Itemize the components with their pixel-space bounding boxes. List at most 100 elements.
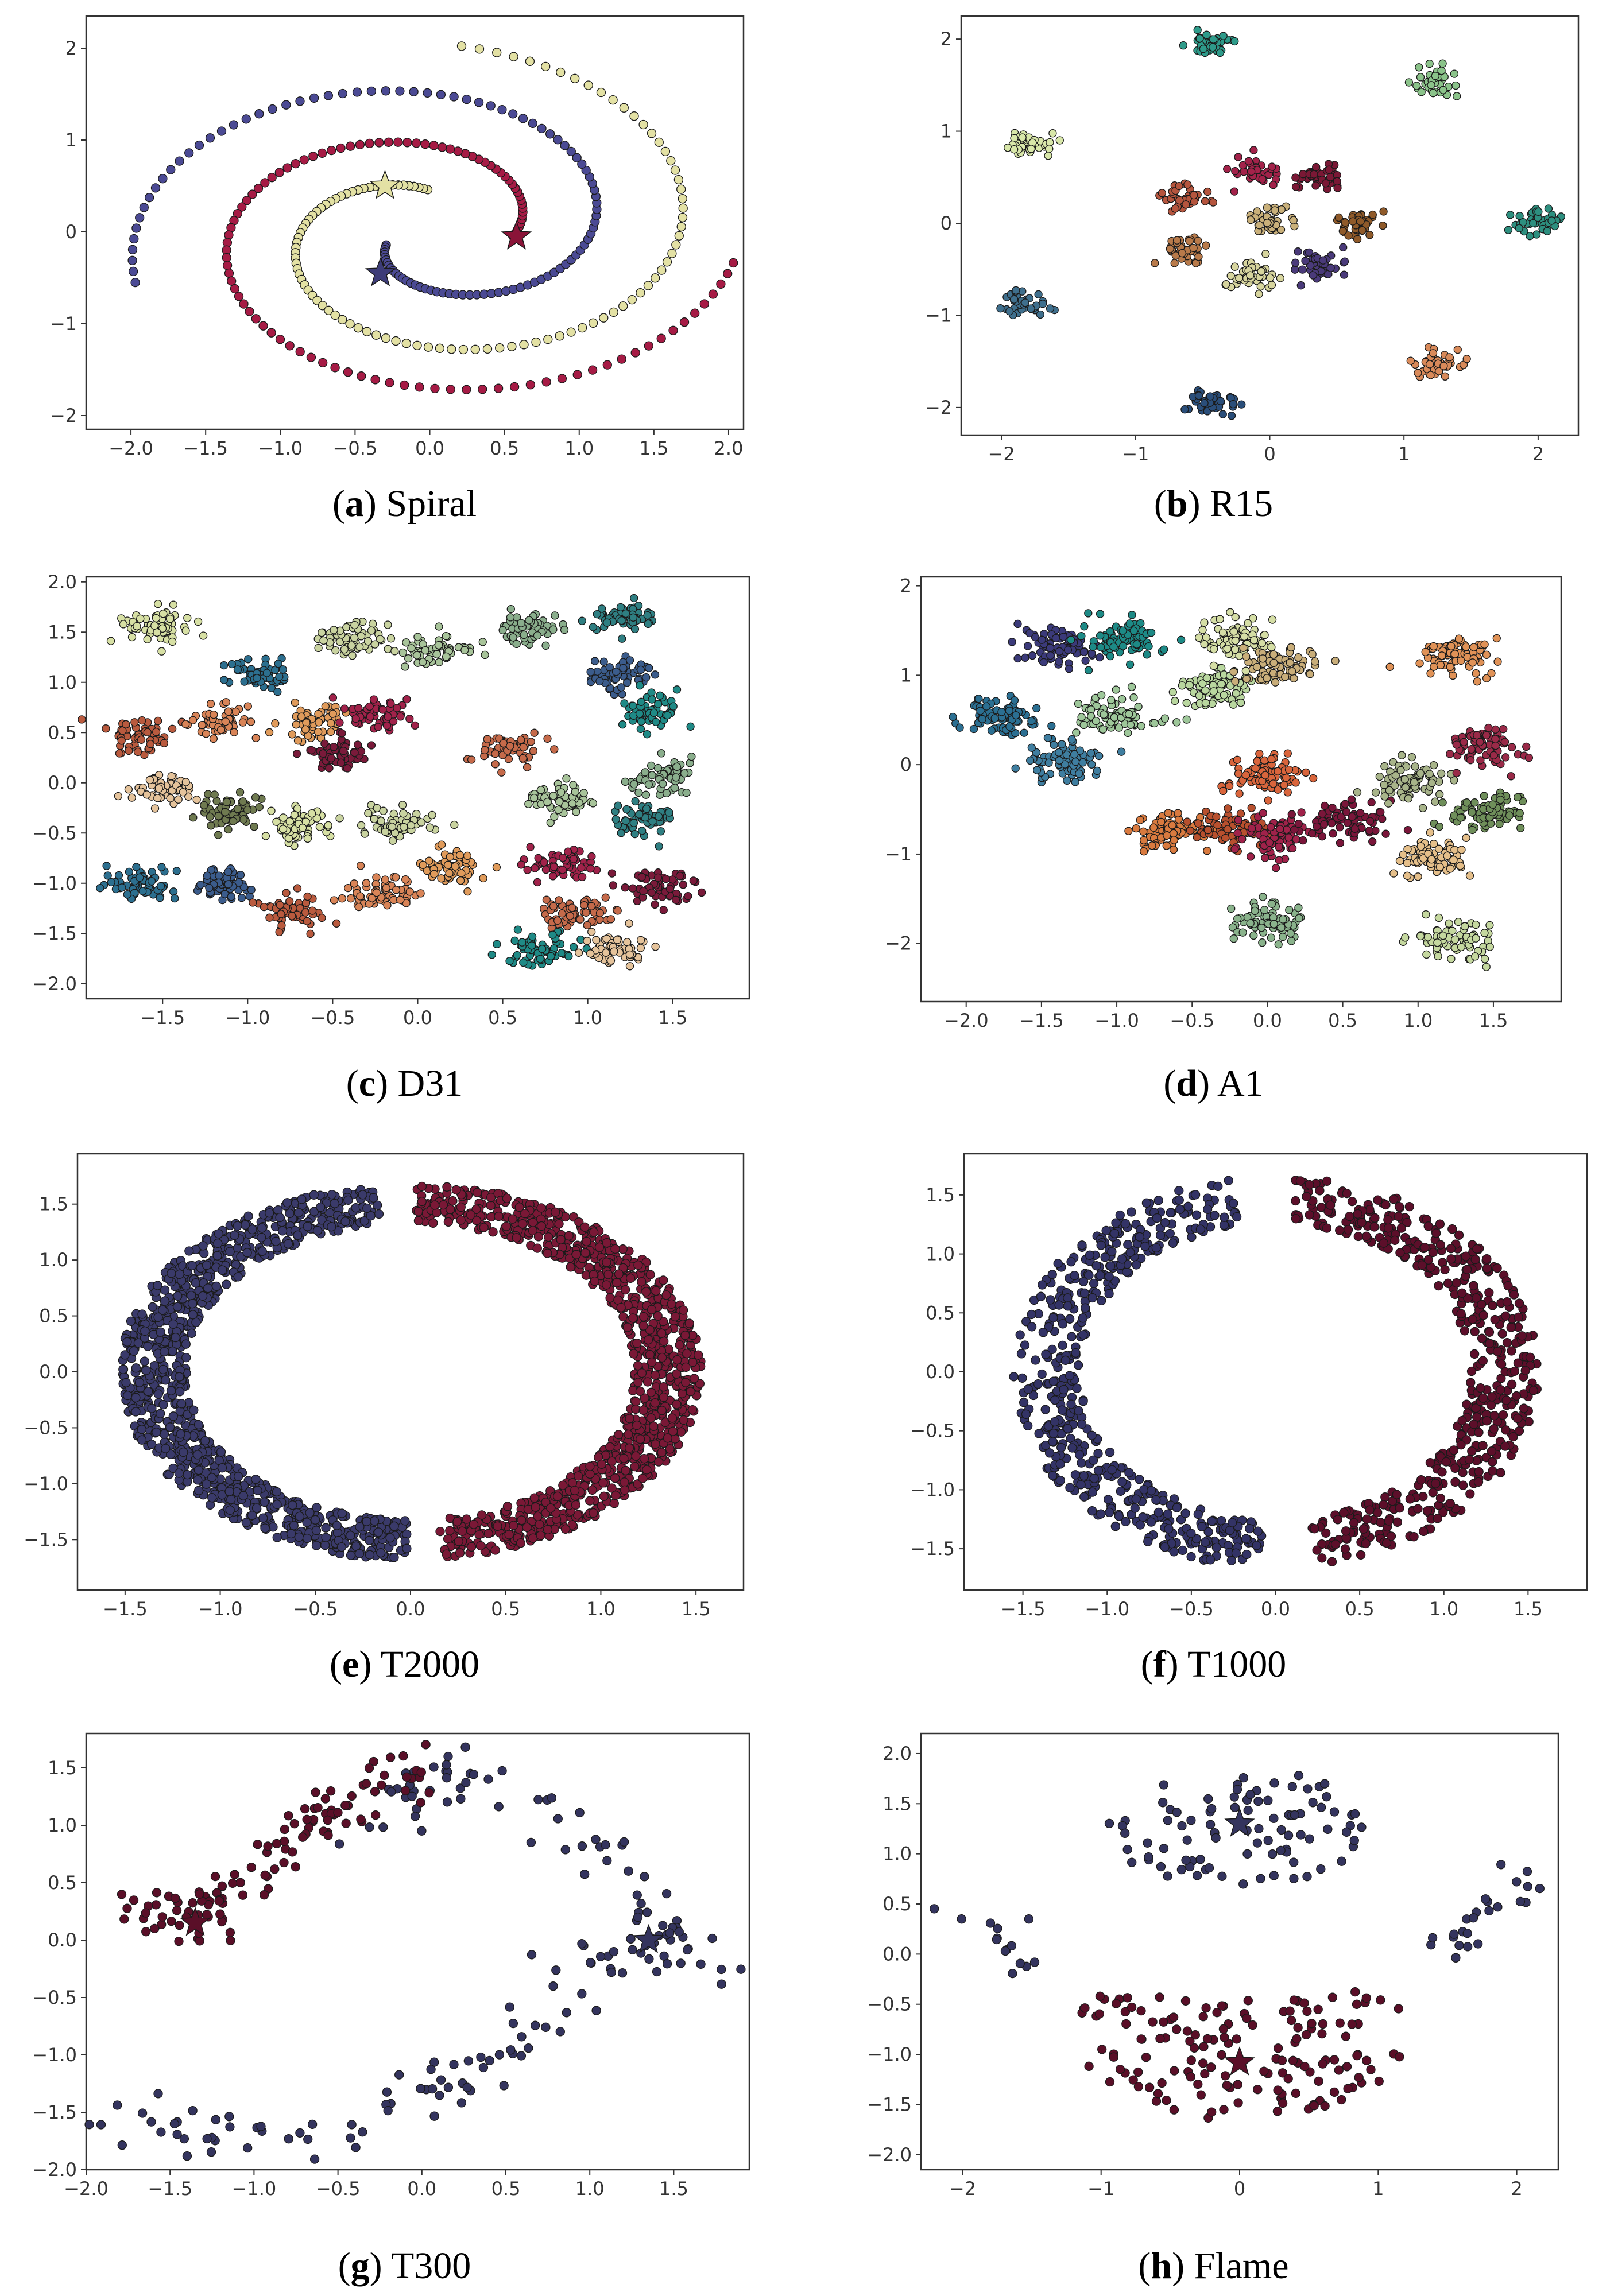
scatter-point [621, 883, 629, 892]
scatter-point [132, 863, 141, 871]
scatter-point [1209, 43, 1217, 52]
scatter-point [224, 825, 233, 834]
scatter-point [593, 610, 601, 619]
scatter-point [569, 943, 578, 952]
scatter-point [542, 895, 551, 904]
scatter-point [1276, 825, 1284, 833]
scatter-point [453, 146, 463, 156]
scatter-point [1449, 855, 1458, 864]
x-tick-label: 1.5 [1478, 1010, 1508, 1031]
scatter-point [509, 633, 517, 642]
scatter-point [1185, 236, 1194, 246]
scatter-point [207, 821, 215, 830]
scatter-point [619, 103, 629, 113]
scatter-point [1096, 631, 1105, 640]
scatter-point [383, 901, 392, 910]
scatter-point [1451, 81, 1460, 90]
scatter-point [423, 342, 433, 352]
scatter-point [1365, 826, 1374, 835]
scatter-point [1358, 226, 1367, 235]
scatter-point [442, 631, 450, 641]
y-tick-label: 0.0 [48, 772, 77, 794]
scatter-point [617, 354, 626, 364]
scatter-point [1223, 645, 1232, 653]
scatter-point [550, 812, 559, 821]
scatter-point [1416, 769, 1425, 778]
scatter-point [1298, 265, 1307, 274]
scatter-point [1267, 755, 1276, 763]
scatter-point [1414, 872, 1422, 881]
scatter-point [1164, 809, 1172, 817]
scatter-point [353, 740, 362, 749]
scatter-point [293, 736, 303, 745]
scatter-point [1247, 824, 1256, 833]
scatter-point [455, 851, 465, 859]
scatter-point [238, 797, 247, 806]
scatter-point [445, 869, 454, 878]
scatter-point [1435, 823, 1443, 831]
scatter-point [589, 799, 598, 808]
scatter-point [159, 1429, 169, 1439]
scatter-point [1194, 253, 1203, 261]
scatter-point [1051, 634, 1060, 643]
scatter-point [307, 746, 316, 755]
scatter-point [1462, 642, 1470, 651]
scatter-point [1242, 674, 1251, 683]
scatter-point [1087, 705, 1096, 714]
scatter-point [617, 829, 625, 837]
scatter-point [1072, 728, 1081, 737]
scatter-point [382, 721, 392, 730]
scatter-point [1021, 298, 1029, 307]
scatter-point [1263, 203, 1272, 212]
scatter-point [548, 872, 558, 881]
scatter-point [206, 700, 215, 708]
scatter-point [1200, 618, 1209, 627]
scatter-point [670, 165, 680, 175]
scatter-point [1202, 633, 1211, 642]
scatter-point [210, 790, 219, 799]
x-tick-label: 1.0 [586, 1598, 616, 1620]
scatter-point [438, 142, 447, 152]
scatter-point [549, 863, 558, 871]
scatter-point [169, 600, 178, 609]
scatter-point [630, 829, 639, 839]
scatter-plot-d31: −1.5 −1.0 −0.5 0.0 0.5 1.0 1.5−2.0−1.5−1.0−0.5… [32, 571, 750, 1029]
scatter-point [580, 901, 589, 910]
scatter-point [1437, 769, 1446, 778]
scatter-point [657, 265, 667, 275]
y-tick-label: 2 [65, 37, 77, 59]
scatter-point [530, 728, 539, 737]
scatter-point [123, 890, 131, 899]
scatter-point [1255, 289, 1263, 298]
scatter-point [1096, 610, 1105, 618]
scatter-point [1515, 212, 1524, 220]
scatter-point [1043, 734, 1052, 742]
scatter-point [346, 141, 355, 151]
scatter-point [1446, 750, 1454, 758]
scatter-point [1166, 245, 1174, 253]
scatter-point [1473, 731, 1481, 740]
scatter-point [1185, 681, 1194, 689]
scatter-point [1005, 307, 1014, 316]
scatter-point [365, 702, 374, 711]
scatter-point [1162, 841, 1171, 850]
scatter-point [1466, 756, 1475, 765]
scatter-point [566, 327, 576, 337]
scatter-point [1097, 691, 1106, 700]
scatter-point [660, 146, 671, 157]
scatter-point [398, 648, 407, 657]
scatter-point [1438, 798, 1447, 807]
scatter-point [393, 704, 401, 712]
scatter-point [421, 646, 429, 655]
y-tick-label: 1.0 [39, 1249, 68, 1271]
scatter-point [238, 718, 247, 727]
scatter-point [1171, 204, 1180, 213]
scatter-point [1059, 633, 1068, 641]
scatter-point [1039, 658, 1048, 667]
scatter-point [299, 824, 307, 832]
scatter-point [1282, 773, 1291, 782]
scatter-point [131, 223, 141, 233]
y-tick-label: 1 [900, 664, 912, 686]
scatter-point [348, 651, 357, 660]
scatter-point [1456, 813, 1465, 822]
